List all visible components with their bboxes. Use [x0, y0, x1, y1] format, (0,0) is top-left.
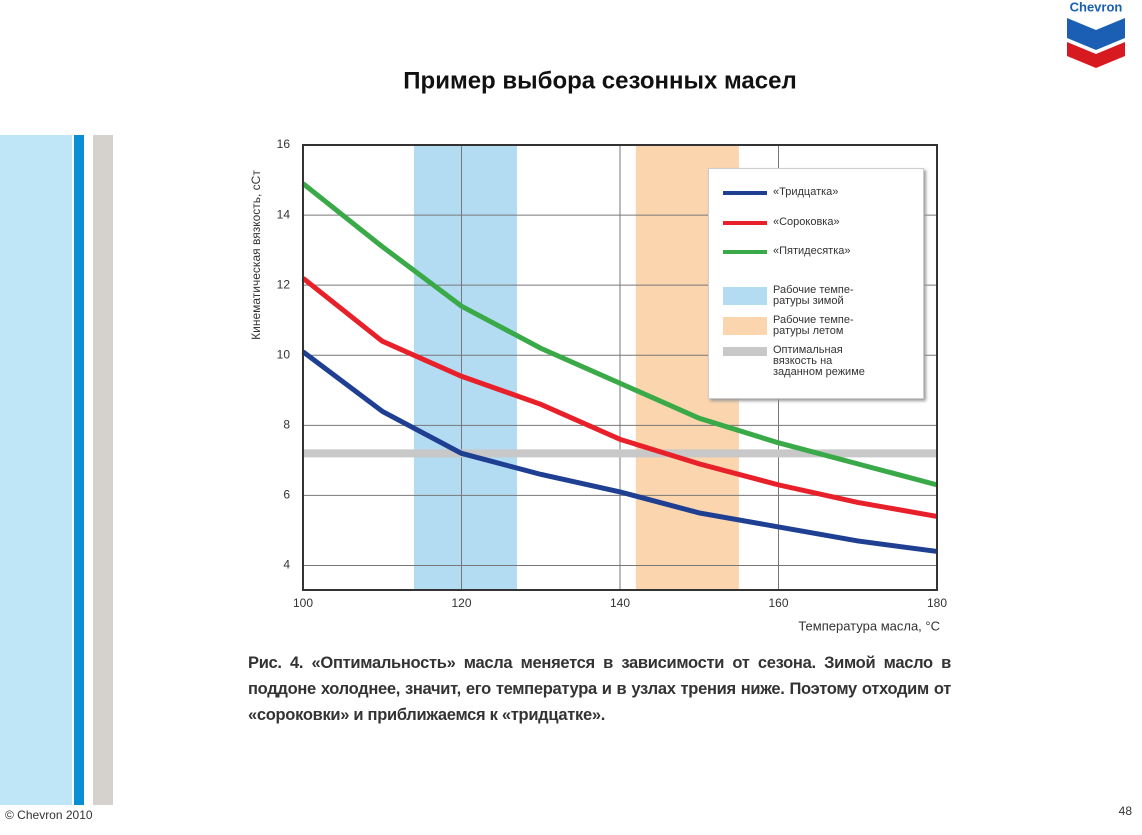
logo-text: Chevron: [1070, 0, 1123, 14]
series-line: [301, 181, 938, 488]
series-line: [301, 276, 938, 519]
deco-bar: [93, 135, 113, 805]
slide-title: Пример выбора сезонных масел: [403, 67, 796, 94]
page-number: 48: [1119, 804, 1133, 818]
season-band: [413, 145, 517, 590]
y-tick-label: 4: [283, 558, 290, 572]
caption: Рис. 4. «Оптимальность» масла меняется в…: [248, 654, 951, 724]
x-tick-label: 160: [768, 596, 788, 610]
legend-swatch: [723, 191, 767, 195]
legend-label: «Сороковка»: [773, 215, 840, 228]
x-tick-label: 120: [451, 596, 471, 610]
logo-chevron: [1067, 42, 1125, 68]
y-tick-label: 6: [283, 488, 290, 502]
legend: «Тридцатка» «Сороковка» «Пятидесятка» Рабоч…: [708, 168, 924, 399]
legend-swatch: [723, 287, 767, 305]
deco-bar: [0, 135, 72, 805]
x-axis-title: Температура масла, °С: [798, 618, 940, 633]
y-tick-label: 14: [277, 207, 291, 221]
legend-swatch: [723, 250, 767, 254]
series-line: [301, 349, 938, 554]
y-tick-label: 10: [277, 347, 291, 361]
y-axis-title: Кинематическая вязкость, сСт: [249, 170, 263, 340]
plot-border: [302, 144, 938, 591]
footer: © Chevron 2010: [5, 808, 93, 822]
deco-bar: [74, 135, 84, 805]
x-tick-label: 100: [293, 596, 313, 610]
x-tick-label: 180: [927, 596, 947, 610]
legend-swatch: [723, 317, 767, 335]
logo-chevron: [1067, 18, 1125, 50]
y-tick-label: 16: [277, 137, 291, 151]
legend-swatch: [723, 220, 767, 225]
x-tick-label: 140: [610, 596, 630, 610]
legend-label: Рабочие темпе- ратуры летом: [773, 314, 854, 337]
y-tick-label: 8: [283, 417, 290, 431]
legend-label: «Пятидесятка»: [773, 245, 851, 257]
legend-label: Оптимальная вязкость на заданном режиме: [773, 344, 865, 378]
legend-swatch: [723, 347, 767, 356]
y-tick-label: 12: [277, 277, 291, 291]
legend-label: «Тридцатка»: [773, 186, 839, 198]
legend-label: Рабочие темпе- ратуры зимой: [773, 284, 854, 307]
